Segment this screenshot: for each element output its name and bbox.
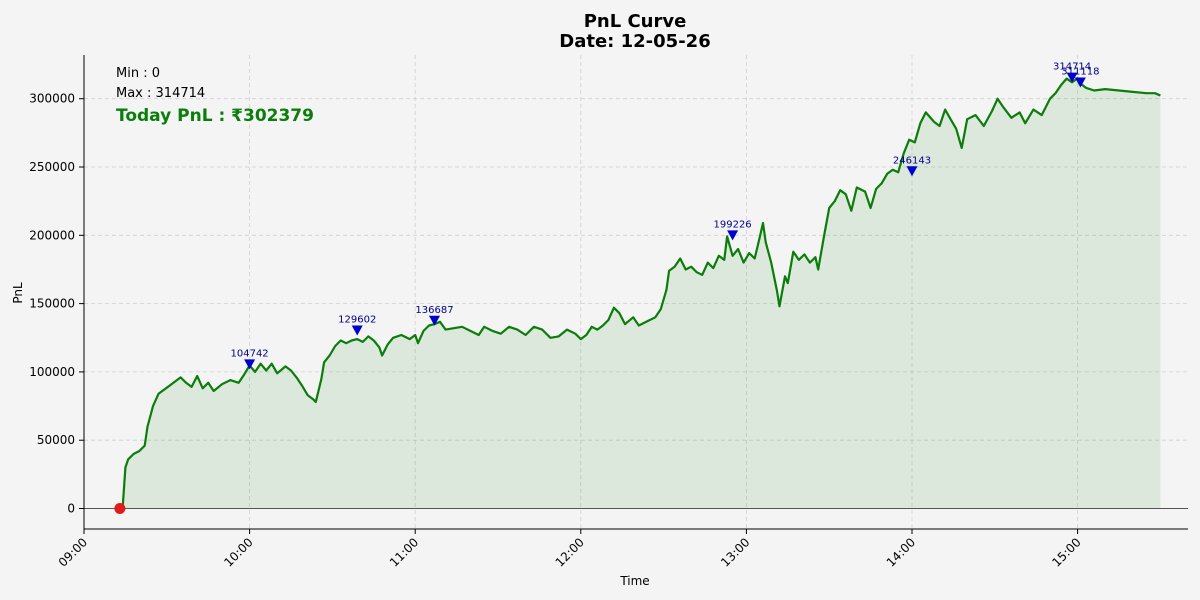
peak-marker xyxy=(1066,72,1078,83)
grid-layer xyxy=(83,55,1188,529)
fill-layer xyxy=(119,78,1161,509)
peak-marker xyxy=(429,315,441,326)
y-tick-label: 300000 xyxy=(29,92,75,106)
max-annotation: Max : 314714 xyxy=(116,86,205,101)
x-tick-label: 14:00 xyxy=(884,535,918,569)
peak-label: 311118 xyxy=(1061,67,1099,78)
peak-label: 129602 xyxy=(338,314,376,325)
chart-title: PnL Curve xyxy=(584,11,687,32)
chart-subtitle: Date: 12-05-26 xyxy=(559,31,710,52)
peak-marker xyxy=(244,359,256,370)
peak-label: 104742 xyxy=(231,348,269,359)
peak-marker xyxy=(727,230,739,241)
peak-label: 246143 xyxy=(893,155,931,166)
start-point-marker xyxy=(114,503,126,515)
marker-layer: 104742 129602 136687 199226 246143 3147143111… xyxy=(114,62,1099,515)
y-tick-label: 250000 xyxy=(29,160,75,174)
min-annotation: Min : 0 xyxy=(116,66,160,81)
y-tick-label: 100000 xyxy=(29,365,75,379)
x-tick-label: 15:00 xyxy=(1049,535,1083,569)
peak-label: 199226 xyxy=(714,219,752,230)
peak-marker xyxy=(906,166,918,177)
peak-label: 314714 xyxy=(1053,62,1091,73)
pnl-series-line xyxy=(119,77,1161,510)
y-tick-label: 50000 xyxy=(37,433,75,447)
x-tick-label: 11:00 xyxy=(387,535,421,569)
line-layer xyxy=(119,77,1161,510)
peak-label: 136687 xyxy=(415,305,453,316)
x-tick-label: 09:00 xyxy=(56,535,90,569)
y-axis-label: PnL xyxy=(11,282,25,304)
y-tick-label: 0 xyxy=(67,502,75,516)
peak-marker xyxy=(1074,77,1086,88)
y-tick-label: 150000 xyxy=(29,297,75,311)
y-tick-label: 200000 xyxy=(29,228,75,242)
x-axis-label: Time xyxy=(619,574,649,588)
x-tick-label: 10:00 xyxy=(221,535,255,569)
pnl-area-fill xyxy=(119,78,1161,509)
x-tick-label: 12:00 xyxy=(553,535,587,569)
today-pnl-annotation: Today PnL : ₹302379 xyxy=(116,106,314,126)
x-tick-label: 13:00 xyxy=(718,535,752,569)
peak-marker xyxy=(351,325,363,336)
